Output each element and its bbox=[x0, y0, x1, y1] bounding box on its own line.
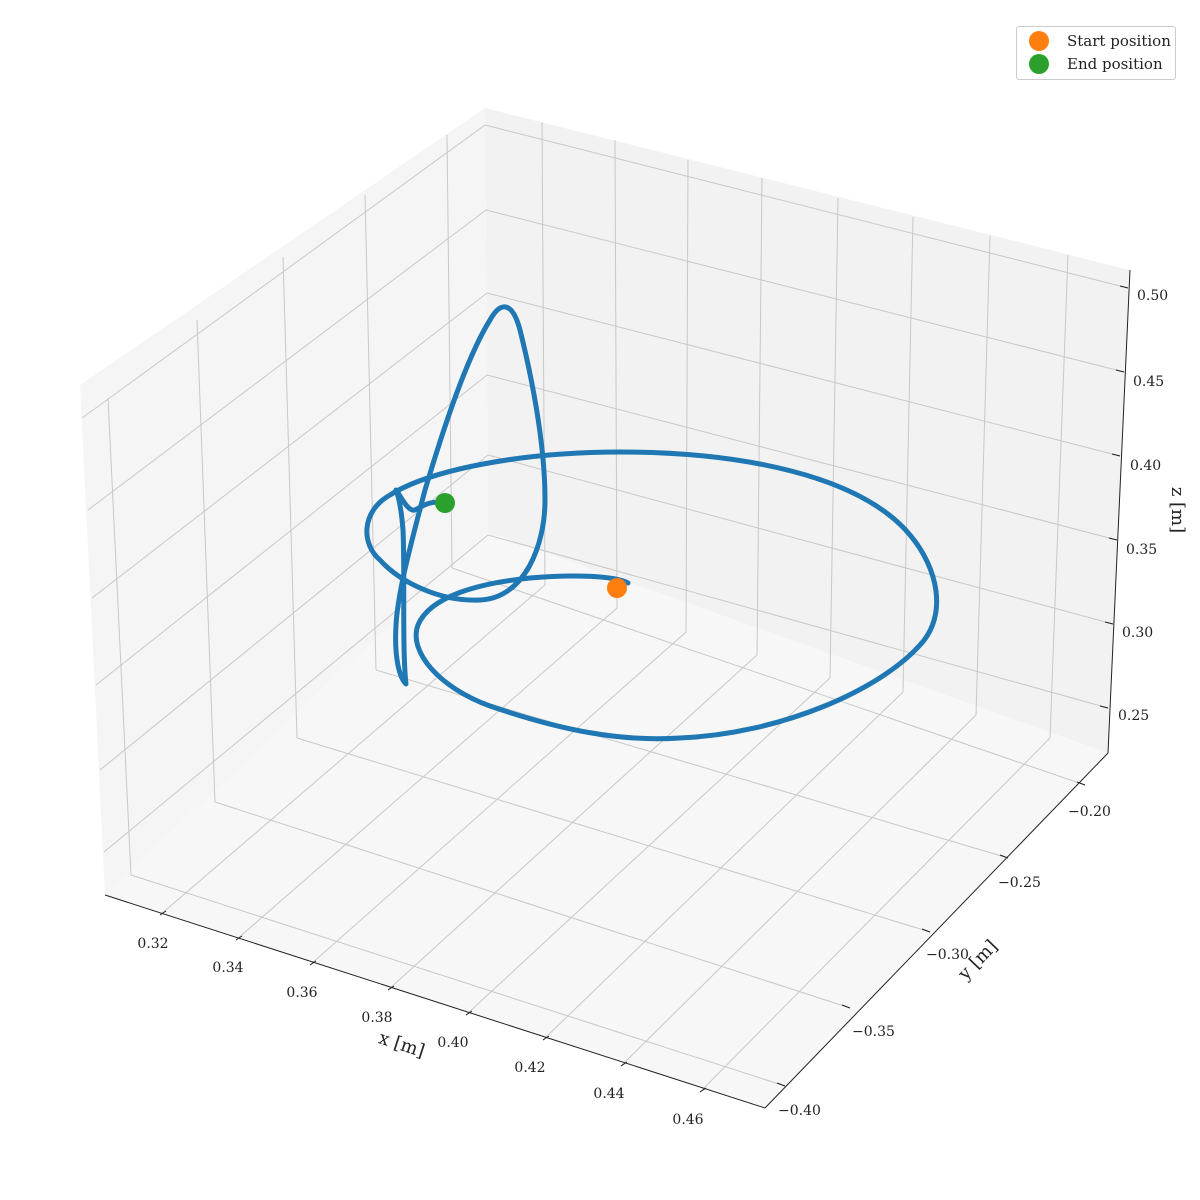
y-tick-label: −0.25 bbox=[998, 875, 1041, 891]
x-tick-labels: 0.32 0.34 0.36 0.38 0.40 0.42 0.44 0.46 bbox=[137, 936, 703, 1128]
y-tick-label: −0.20 bbox=[1068, 804, 1111, 820]
start-position-marker bbox=[607, 578, 627, 598]
y-tick-labels: −0.20 −0.25 −0.30 −0.35 −0.40 bbox=[778, 804, 1111, 1119]
x-tick-label: 0.34 bbox=[212, 960, 243, 976]
z-axis-line bbox=[1107, 269, 1131, 754]
axis-lines bbox=[104, 269, 1131, 1109]
z-tick-label: 0.45 bbox=[1133, 374, 1164, 390]
x-tick-label: 0.40 bbox=[437, 1035, 468, 1051]
x-axis-label: x [m] bbox=[376, 1028, 427, 1062]
x-tick-label: 0.44 bbox=[593, 1086, 624, 1102]
legend-marker-start bbox=[1029, 31, 1049, 51]
x-tick-label: 0.38 bbox=[361, 1010, 392, 1026]
legend: Start position End position bbox=[1016, 26, 1176, 80]
z-tick-labels: 0.25 0.30 0.35 0.40 0.45 0.50 bbox=[1118, 288, 1168, 724]
y-tick-label: −0.40 bbox=[778, 1103, 821, 1119]
z-tick-label: 0.50 bbox=[1137, 288, 1168, 304]
x-tick-label: 0.32 bbox=[137, 936, 168, 952]
legend-label-end: End position bbox=[1067, 55, 1163, 73]
z-axis-label: z [m] bbox=[1167, 487, 1188, 533]
y-axis-line bbox=[764, 752, 1109, 1109]
trajectory-line bbox=[364, 304, 940, 742]
end-position-marker bbox=[435, 493, 455, 513]
legend-item-start: Start position bbox=[1029, 30, 1171, 52]
legend-marker-end bbox=[1029, 54, 1049, 74]
y-tick-label: −0.30 bbox=[926, 947, 969, 963]
z-tick-label: 0.25 bbox=[1118, 708, 1149, 724]
side-pane bbox=[80, 108, 488, 895]
x-axis-line bbox=[104, 894, 766, 1109]
z-tick-label: 0.35 bbox=[1126, 542, 1157, 558]
x-tick-label: 0.36 bbox=[286, 985, 317, 1001]
z-tick-label: 0.30 bbox=[1122, 625, 1153, 641]
tick-marks bbox=[159, 285, 1129, 1093]
legend-label-start: Start position bbox=[1067, 32, 1171, 50]
x-tick-label: 0.46 bbox=[672, 1112, 703, 1128]
y-tick-label: −0.35 bbox=[852, 1024, 895, 1040]
grid-lines bbox=[81, 121, 1129, 1093]
floor-pane bbox=[105, 532, 1108, 1108]
back-pane bbox=[485, 108, 1130, 753]
z-tick-label: 0.40 bbox=[1130, 458, 1161, 474]
legend-item-end: End position bbox=[1029, 53, 1163, 75]
x-tick-label: 0.42 bbox=[514, 1060, 545, 1076]
